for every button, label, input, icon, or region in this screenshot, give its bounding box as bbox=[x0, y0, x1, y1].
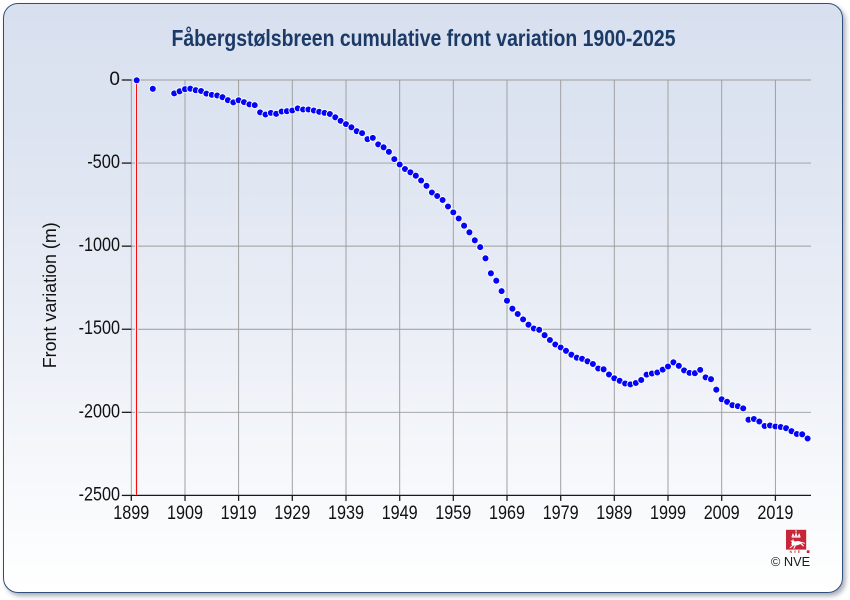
svg-text:© NVE: © NVE bbox=[771, 554, 810, 569]
svg-text:2019: 2019 bbox=[757, 503, 793, 524]
svg-text:1909: 1909 bbox=[167, 503, 203, 524]
svg-text:-500: -500 bbox=[87, 152, 120, 173]
svg-text:-2000: -2000 bbox=[79, 401, 120, 422]
svg-text:Fåbergstølsbreen cumulative fr: Fåbergstølsbreen cumulative front variat… bbox=[172, 25, 676, 51]
svg-text:1999: 1999 bbox=[650, 503, 686, 524]
svg-text:1939: 1939 bbox=[328, 503, 364, 524]
svg-text:-1000: -1000 bbox=[79, 235, 120, 256]
svg-text:1969: 1969 bbox=[489, 503, 525, 524]
svg-text:1929: 1929 bbox=[274, 503, 310, 524]
svg-text:0: 0 bbox=[109, 69, 120, 90]
svg-text:1979: 1979 bbox=[543, 503, 579, 524]
svg-text:1949: 1949 bbox=[382, 503, 418, 524]
svg-text:1919: 1919 bbox=[221, 503, 257, 524]
svg-text:-2500: -2500 bbox=[79, 484, 120, 505]
svg-text:1899: 1899 bbox=[113, 503, 149, 524]
svg-text:1989: 1989 bbox=[596, 503, 632, 524]
svg-text:Front variation (m): Front variation (m) bbox=[40, 222, 60, 368]
svg-text:-1500: -1500 bbox=[79, 318, 120, 339]
svg-text:NVE: NVE bbox=[790, 550, 802, 554]
svg-text:1959: 1959 bbox=[435, 503, 471, 524]
svg-text:2009: 2009 bbox=[704, 503, 740, 524]
